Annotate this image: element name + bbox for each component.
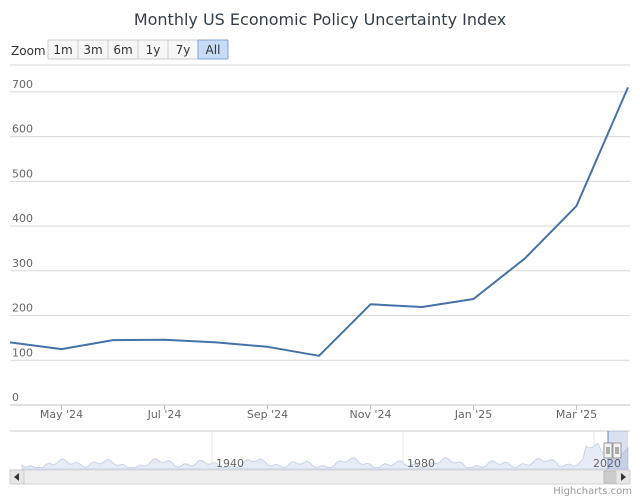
y-tick-label: 600	[12, 123, 33, 136]
scrollbar[interactable]	[9, 469, 631, 485]
grid	[10, 64, 630, 406]
chevron-left-shape	[14, 473, 19, 481]
x-axis: May '24 Jul '24 Sep '24 Nov '24 Jan '25 Mar '…	[40, 405, 597, 421]
series-group	[7, 84, 631, 359]
zoom-button-label: All	[206, 43, 221, 57]
series-line	[9, 87, 629, 357]
x-tick-label: Nov '24	[350, 408, 392, 421]
scrollbar-thumb[interactable]	[603, 470, 617, 484]
navigator-label: 1940	[216, 457, 244, 470]
x-tick-label: Sep '24	[247, 408, 288, 421]
navigator-handle-body	[612, 442, 622, 459]
data-point[interactable]	[522, 255, 528, 261]
x-tick-label: Jul '24	[147, 408, 182, 421]
zoom-button-1m[interactable]: 1m	[47, 39, 79, 60]
data-point[interactable]	[110, 337, 116, 343]
data-point[interactable]	[419, 304, 425, 310]
chevron-right-shape	[621, 473, 626, 481]
y-tick-label: 0	[12, 391, 19, 404]
zoom-button-6m[interactable]: 6m	[107, 39, 139, 60]
zoom-button-label: 1m	[53, 43, 72, 57]
y-tick-label: 700	[12, 78, 33, 91]
zoom-button-bg	[197, 39, 229, 60]
y-tick-label: 400	[12, 212, 33, 225]
data-point[interactable]	[162, 337, 168, 343]
zoom-button-all[interactable]: All	[197, 39, 229, 60]
chevron-left-icon[interactable]	[9, 469, 25, 485]
data-point[interactable]	[471, 296, 477, 302]
zoom-label: Zoom	[11, 44, 46, 58]
x-tick-label: May '24	[40, 408, 83, 421]
y-tick-label: 300	[12, 257, 33, 270]
navigator-handle[interactable]	[612, 442, 622, 459]
data-point[interactable]	[59, 346, 65, 352]
data-point[interactable]	[316, 353, 322, 359]
navigator[interactable]: 1940 1980 2020	[9, 430, 631, 485]
zoom-button-1y[interactable]: 1y	[137, 39, 169, 60]
zoom-button-label: 7y	[176, 43, 191, 57]
chevron-right-icon[interactable]	[615, 469, 631, 485]
navigator-area	[21, 442, 629, 470]
credits-link[interactable]: Highcharts.com	[553, 486, 632, 497]
navigator-handle-body	[603, 442, 613, 459]
zoom-buttons: 1m 3m 6m 1y 7y All	[47, 39, 229, 60]
data-point[interactable]	[213, 339, 219, 345]
data-point[interactable]	[7, 339, 13, 345]
zoom-button-label: 1y	[146, 43, 161, 57]
zoom-button-3m[interactable]: 3m	[77, 39, 109, 60]
chart-title: Monthly US Economic Policy Uncertainty I…	[134, 10, 506, 29]
zoom-button-label: 6m	[113, 43, 132, 57]
scrollbar-track[interactable]	[9, 469, 631, 485]
y-tick-label: 200	[12, 302, 33, 315]
navigator-label: 2020	[593, 457, 621, 470]
data-point[interactable]	[265, 344, 271, 350]
y-axis: 0 100 200 300 400 500 600 700	[12, 78, 33, 404]
y-tick-label: 500	[12, 167, 33, 180]
zoom-button-label: 3m	[83, 43, 102, 57]
navigator-handle[interactable]	[603, 442, 613, 459]
data-point[interactable]	[625, 84, 631, 90]
x-tick-label: Jan '25	[454, 408, 492, 421]
x-tick-label: Mar '25	[556, 408, 597, 421]
data-point[interactable]	[574, 203, 580, 209]
zoom-button-7y[interactable]: 7y	[167, 39, 199, 60]
y-tick-label: 100	[12, 346, 33, 359]
navigator-label: 1980	[407, 457, 435, 470]
data-point[interactable]	[368, 301, 374, 307]
